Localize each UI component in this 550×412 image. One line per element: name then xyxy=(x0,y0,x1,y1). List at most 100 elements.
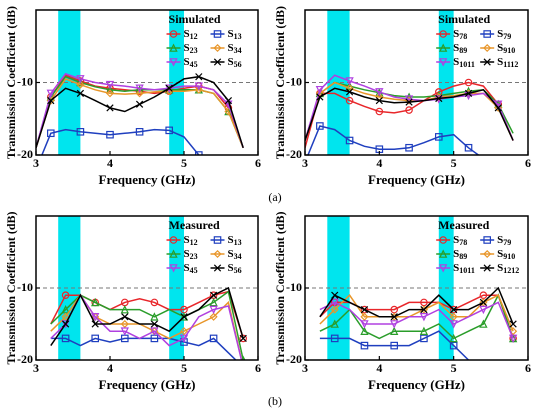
point xyxy=(135,84,144,93)
point xyxy=(224,97,233,105)
x-tick-label: 4 xyxy=(376,156,382,170)
legend-label: S13 xyxy=(228,234,242,247)
point xyxy=(435,94,443,103)
legend-label: S23 xyxy=(184,248,198,261)
point xyxy=(449,312,458,321)
point xyxy=(449,320,458,329)
point xyxy=(345,96,354,105)
point xyxy=(179,334,189,343)
point xyxy=(165,84,173,92)
point xyxy=(61,320,70,329)
legend-marker xyxy=(439,264,448,273)
point xyxy=(150,320,159,328)
band xyxy=(58,10,81,155)
legend-marker xyxy=(213,30,222,38)
legend-marker xyxy=(439,30,447,38)
point xyxy=(240,364,246,370)
point xyxy=(360,326,369,335)
point xyxy=(420,305,428,314)
legend-label: S78 xyxy=(453,28,467,41)
point xyxy=(510,371,516,377)
x-tick-label: 3 xyxy=(33,361,39,375)
legend-title: Measured xyxy=(438,218,489,232)
point xyxy=(209,334,218,343)
point xyxy=(315,85,325,95)
y-tick-label: -10 xyxy=(17,280,33,294)
legend-marker xyxy=(169,236,178,244)
y-tick-label: -10 xyxy=(286,280,302,294)
point xyxy=(405,98,413,106)
y-tick-label: -10 xyxy=(286,74,302,88)
y-axis-label: Transmission Coefficient (dB) xyxy=(4,6,18,159)
point xyxy=(330,305,339,314)
point xyxy=(76,128,85,136)
point xyxy=(360,312,369,321)
point xyxy=(494,103,503,112)
series-line xyxy=(305,81,514,148)
x-axis-label: Frequency (GHz) xyxy=(368,172,465,187)
band xyxy=(327,10,350,155)
legend-label: S89 xyxy=(453,42,467,55)
point xyxy=(479,319,488,328)
point xyxy=(316,122,324,130)
point xyxy=(390,313,398,321)
series-line xyxy=(307,125,480,155)
point xyxy=(105,80,115,90)
x-tick-label: 5 xyxy=(181,156,187,170)
point xyxy=(316,93,324,101)
point xyxy=(345,88,354,96)
x-tick-label: 3 xyxy=(33,156,39,170)
point xyxy=(330,334,339,343)
legend-label: S910 xyxy=(497,42,515,55)
legend-label: S78 xyxy=(453,234,467,247)
point xyxy=(360,341,369,350)
plot-area xyxy=(36,216,258,370)
point xyxy=(464,143,473,152)
point xyxy=(375,97,383,105)
caption: (b) xyxy=(268,394,282,408)
point xyxy=(419,326,429,335)
point xyxy=(331,291,339,299)
point xyxy=(76,75,85,84)
x-tick-label: 6 xyxy=(255,156,261,170)
x-tick-label: 5 xyxy=(181,361,187,375)
point xyxy=(404,95,414,104)
x-tick-label: 4 xyxy=(376,361,382,375)
point xyxy=(479,298,488,307)
point xyxy=(150,327,159,336)
legend-marker xyxy=(169,58,178,67)
point xyxy=(105,89,115,98)
legend-marker xyxy=(213,264,222,272)
point xyxy=(345,136,354,145)
x-tick-label: 6 xyxy=(255,361,261,375)
legend-marker xyxy=(213,249,222,259)
point xyxy=(91,320,99,328)
y-tick-label: -20 xyxy=(17,147,33,161)
point xyxy=(76,80,85,89)
point xyxy=(91,297,100,307)
point xyxy=(91,313,100,322)
x-tick-label: 4 xyxy=(107,156,113,170)
point xyxy=(47,97,55,105)
point xyxy=(106,130,114,139)
series-line xyxy=(41,128,200,155)
legend-label: S56 xyxy=(228,262,242,275)
y-tick-label: -20 xyxy=(17,352,33,366)
legend-marker xyxy=(439,249,448,258)
point xyxy=(419,313,429,322)
legend-label: S12 xyxy=(184,234,198,247)
legend-title: Simulated xyxy=(438,12,490,26)
point xyxy=(464,78,473,87)
point xyxy=(135,100,144,108)
point xyxy=(360,305,369,314)
plot-area xyxy=(36,10,258,155)
legend-label: S13 xyxy=(228,28,242,41)
x-tick-label: 5 xyxy=(451,156,457,170)
point xyxy=(91,334,100,343)
legend-marker xyxy=(439,43,448,52)
legend-marker xyxy=(213,43,222,53)
legend-label: S79 xyxy=(497,28,511,41)
caption: (a) xyxy=(268,190,281,204)
x-tick-label: 3 xyxy=(302,156,308,170)
point xyxy=(435,133,443,141)
